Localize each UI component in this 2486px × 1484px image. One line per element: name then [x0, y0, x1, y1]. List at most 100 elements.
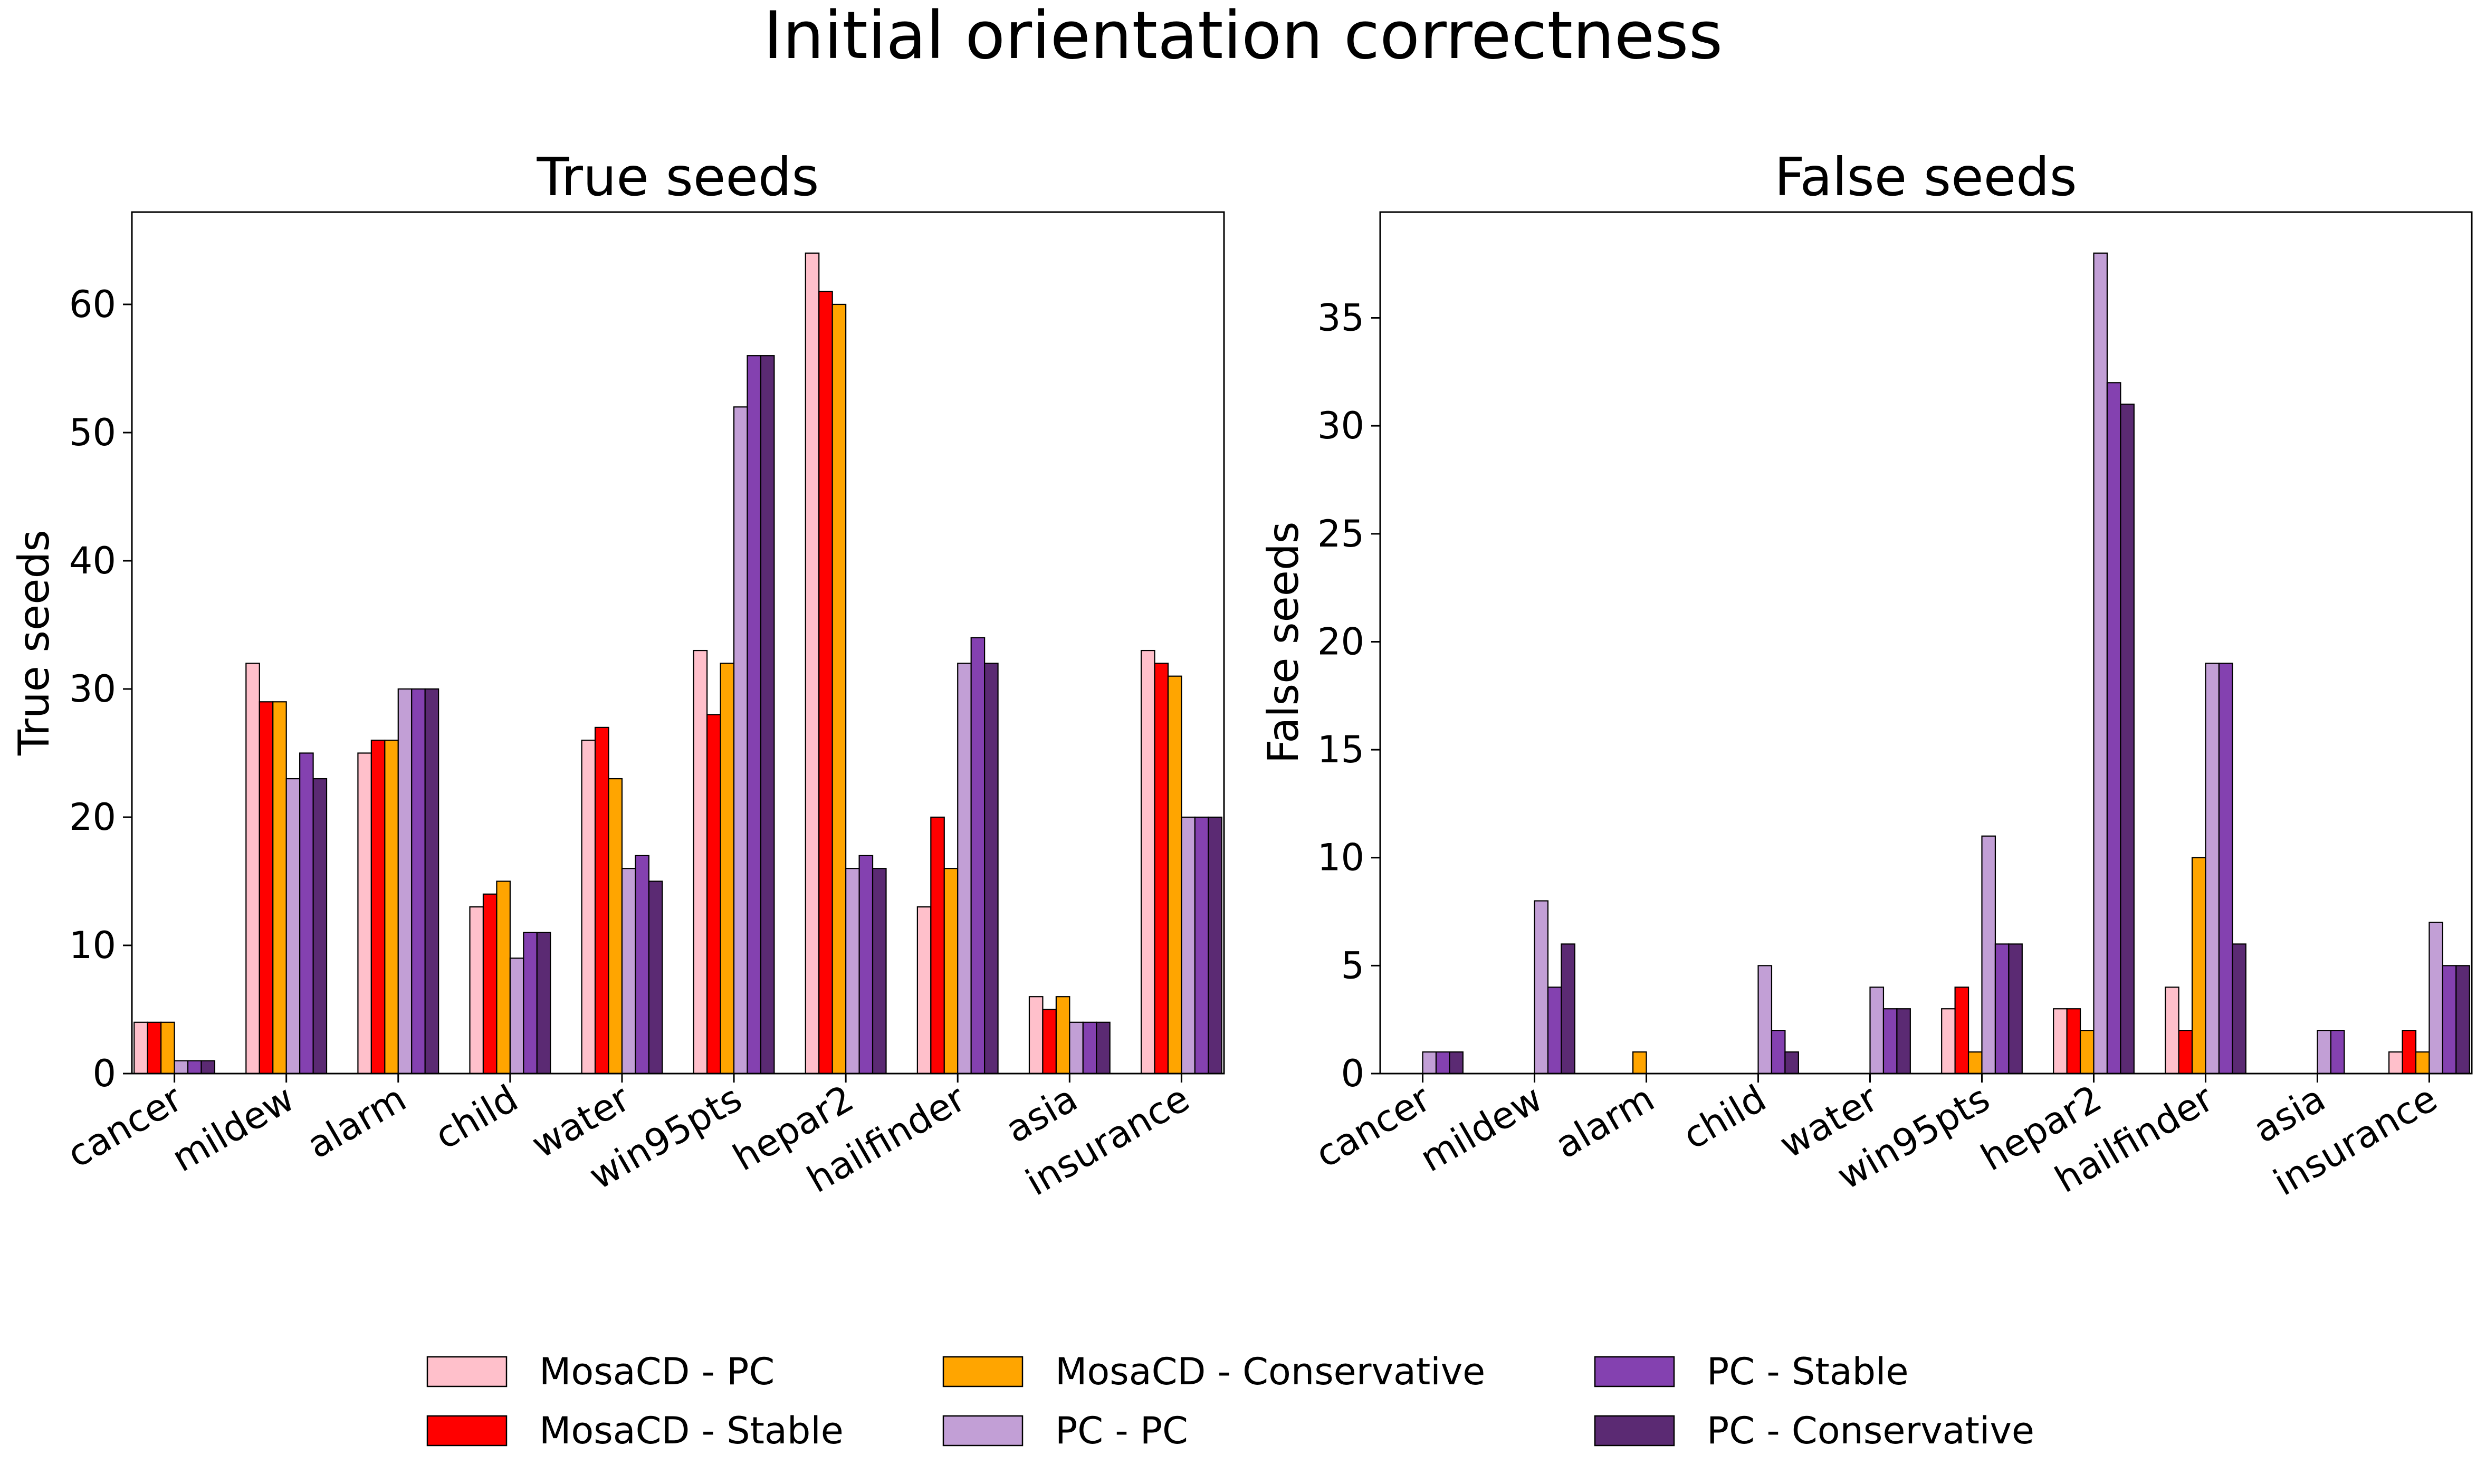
legend-swatch-pc-pc	[942, 1415, 1024, 1447]
true-seeds-bar-child-pc-stable	[523, 932, 538, 1075]
true-seeds-bar-hailfinder-mosacd-conservative	[943, 868, 959, 1075]
true-seeds-bar-asia-mosacd-stable	[1042, 1009, 1057, 1075]
false-seeds-bar-asia-pc-pc	[2317, 1030, 2331, 1075]
false-seeds-ytick-label: 20	[1317, 620, 1364, 663]
true-seeds-bar-hailfinder-mosacd-pc	[916, 906, 932, 1075]
false-seeds-bar-hepar2-pc-conservative	[2120, 404, 2135, 1075]
false-seeds-ytick-label: 0	[1341, 1052, 1364, 1095]
false-seeds-bar-cancer-pc-conservative	[1449, 1051, 1464, 1075]
false-seeds-ytick-label: 25	[1317, 512, 1364, 556]
false-seeds-bar-win95pts-mosacd-conservative	[1967, 1051, 1983, 1075]
true-seeds-bar-mildew-pc-conservative	[312, 778, 328, 1075]
true-seeds-bar-insurance-pc-pc	[1181, 816, 1196, 1075]
true-seeds-bar-alarm-mosacd-conservative	[384, 740, 399, 1075]
false-seeds-bar-mildew-pc-conservative	[1561, 943, 1575, 1075]
true-seeds-xtick-label-mildew: mildew	[165, 1077, 301, 1181]
false-seeds-bar-child-pc-pc	[1757, 965, 1773, 1075]
true-seeds-bar-asia-pc-conservative	[1096, 1021, 1111, 1075]
false-seeds-bar-insurance-mosacd-stable	[2402, 1030, 2417, 1075]
false-seeds-bar-water-pc-pc	[1869, 987, 1885, 1075]
true-seeds-bar-win95pts-pc-pc	[733, 406, 748, 1075]
false-seeds-bar-win95pts-mosacd-stable	[1954, 987, 1969, 1075]
true-seeds-bar-win95pts-pc-conservative	[760, 355, 775, 1075]
true-seeds-bar-alarm-mosacd-stable	[370, 740, 386, 1075]
false-seeds-bar-insurance-pc-stable	[2442, 965, 2457, 1075]
true-seeds-bar-asia-pc-pc	[1069, 1021, 1084, 1075]
true-seeds-ytick-label: 0	[92, 1052, 116, 1095]
true-seeds-ylabel: True seeds	[9, 530, 59, 756]
true-seeds-bar-alarm-mosacd-pc	[357, 752, 372, 1075]
true-seeds-bar-hepar2-pc-stable	[858, 855, 874, 1075]
legend-label-pc-conservative: PC - Conservative	[1707, 1409, 2034, 1452]
true-seeds-bar-alarm-pc-pc	[397, 688, 413, 1075]
true-seeds-bar-insurance-mosacd-stable	[1154, 663, 1169, 1075]
false-seeds-ytick-label: 10	[1317, 836, 1364, 879]
true-seeds-bar-water-mosacd-conservative	[608, 778, 623, 1075]
true-seeds-bar-win95pts-pc-stable	[747, 355, 762, 1075]
true-seeds-bar-insurance-pc-conservative	[1208, 816, 1222, 1075]
true-seeds-bar-win95pts-mosacd-conservative	[720, 663, 735, 1075]
legend-label-mosacd-conservative: MosaCD - Conservative	[1055, 1350, 1485, 1393]
true-seeds-ytick-label: 10	[69, 924, 116, 967]
false-seeds-bar-hailfinder-pc-stable	[2218, 663, 2233, 1075]
false-seeds-bar-hepar2-mosacd-stable	[2066, 1008, 2081, 1075]
legend-swatch-pc-stable	[1594, 1356, 1675, 1387]
true-seeds-xtick-label-cancer: cancer	[60, 1077, 190, 1176]
false-seeds-xtick-label-mildew: mildew	[1413, 1077, 1550, 1181]
false-seeds-ytick-label: 30	[1317, 404, 1364, 447]
true-seeds-bar-hailfinder-mosacd-stable	[930, 816, 945, 1075]
true-seeds-title: True seeds	[537, 146, 819, 208]
true-seeds-bar-mildew-pc-stable	[299, 752, 314, 1075]
false-seeds-bar-alarm-mosacd-conservative	[1632, 1051, 1647, 1075]
false-seeds-ytick-label: 35	[1317, 296, 1364, 340]
false-seeds-bar-hailfinder-pc-pc	[2205, 663, 2220, 1075]
false-seeds-ytick-label: 15	[1317, 728, 1364, 771]
true-seeds-bar-insurance-mosacd-pc	[1140, 649, 1155, 1075]
false-seeds-bar-water-pc-conservative	[1896, 1008, 1911, 1075]
true-seeds-bar-hepar2-pc-pc	[845, 868, 860, 1075]
false-seeds-bar-mildew-pc-pc	[1534, 900, 1549, 1075]
false-seeds-bar-hailfinder-pc-conservative	[2232, 943, 2246, 1075]
false-seeds-bar-hailfinder-mosacd-stable	[2178, 1030, 2193, 1075]
legend-swatch-mosacd-stable	[426, 1415, 508, 1447]
legend-swatch-mosacd-conservative	[942, 1356, 1024, 1387]
true-seeds-bar-alarm-pc-conservative	[424, 688, 439, 1075]
false-seeds-xtick-label-child: child	[1676, 1077, 1773, 1158]
true-seeds-bar-water-mosacd-stable	[594, 726, 609, 1075]
false-seeds-bar-insurance-mosacd-pc	[2388, 1051, 2403, 1075]
false-seeds-bar-asia-pc-stable	[2330, 1030, 2345, 1075]
legend-label-pc-stable: PC - Stable	[1707, 1350, 1909, 1393]
true-seeds-bar-hepar2-mosacd-stable	[818, 291, 833, 1075]
true-seeds-xtick-label-child: child	[427, 1077, 525, 1158]
false-seeds-bar-win95pts-pc-conservative	[2008, 943, 2023, 1075]
true-seeds-bar-child-mosacd-conservative	[496, 880, 511, 1075]
true-seeds-bar-asia-mosacd-conservative	[1055, 996, 1070, 1075]
false-seeds-bar-win95pts-pc-pc	[1981, 835, 1996, 1075]
true-seeds-bar-win95pts-mosacd-pc	[693, 649, 708, 1075]
false-seeds-ytick-label: 5	[1341, 944, 1364, 987]
false-seeds-bar-hailfinder-mosacd-conservative	[2191, 857, 2206, 1075]
false-seeds-bar-insurance-mosacd-conservative	[2415, 1051, 2430, 1075]
true-seeds-panel: True seeds True seeds 0 10 20 30 40 50 60 cance…	[9, 146, 1225, 1204]
false-seeds-axes-frame	[1379, 211, 2473, 1075]
true-seeds-bar-hepar2-pc-conservative	[872, 868, 887, 1075]
false-seeds-bar-hepar2-mosacd-conservative	[2079, 1030, 2095, 1075]
false-seeds-bar-hailfinder-mosacd-pc	[2165, 987, 2179, 1075]
true-seeds-bar-cancer-mosacd-pc	[133, 1021, 148, 1075]
true-seeds-bar-water-pc-stable	[635, 855, 649, 1075]
true-seeds-bar-hailfinder-pc-stable	[970, 637, 986, 1075]
true-seeds-bar-water-pc-pc	[621, 868, 636, 1075]
true-seeds-bar-cancer-pc-pc	[174, 1060, 189, 1075]
true-seeds-axes-frame	[131, 211, 1225, 1075]
false-seeds-bar-child-pc-stable	[1771, 1030, 1786, 1075]
false-seeds-bar-hepar2-pc-pc	[2093, 252, 2108, 1075]
true-seeds-bar-insurance-pc-stable	[1194, 816, 1209, 1075]
true-seeds-bar-cancer-pc-conservative	[200, 1060, 216, 1075]
true-seeds-bar-insurance-mosacd-conservative	[1167, 675, 1182, 1075]
legend-swatch-mosacd-pc	[426, 1356, 508, 1387]
false-seeds-bar-hepar2-mosacd-pc	[2053, 1008, 2068, 1075]
true-seeds-ytick-label: 60	[69, 283, 116, 326]
